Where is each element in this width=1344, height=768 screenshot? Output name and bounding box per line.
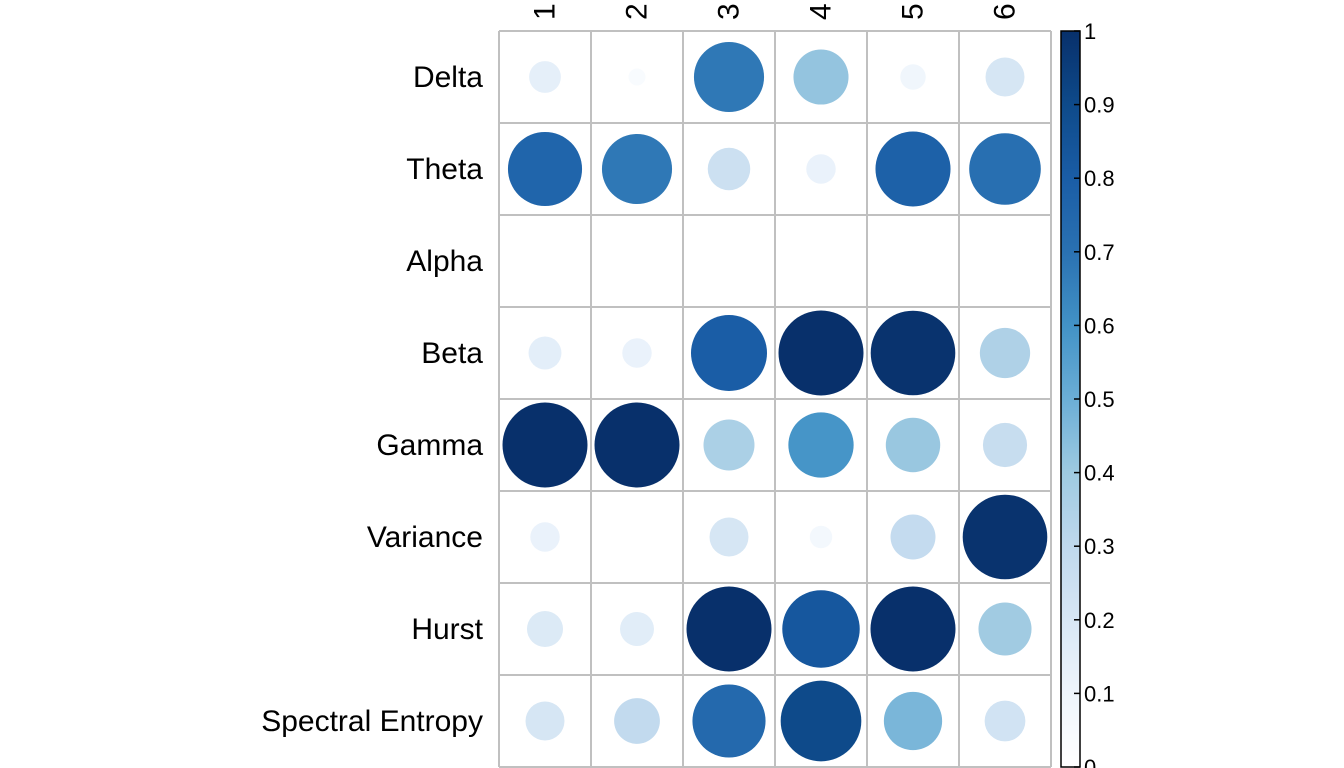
row-label: Delta xyxy=(413,61,483,94)
correlation-circle xyxy=(530,522,560,552)
row-label: Gamma xyxy=(376,429,483,462)
correlation-circle xyxy=(782,590,860,668)
row-labels: Delta Theta Alpha Beta Gamma Variance Hurst Spe… xyxy=(261,61,483,738)
row-label: Theta xyxy=(406,153,483,186)
correlation-circle xyxy=(978,602,1032,656)
correlation-circle xyxy=(788,412,854,478)
row-label: Spectral Entropy xyxy=(261,705,483,738)
correlation-circle xyxy=(507,131,583,207)
correlation-circle xyxy=(693,41,765,113)
colorbar-tick-label: 0.7 xyxy=(1084,240,1115,265)
correlation-circle xyxy=(778,310,864,396)
correlation-circle xyxy=(502,402,588,488)
correlation-circle xyxy=(614,698,660,744)
correlation-circle xyxy=(793,49,849,105)
colorbar: 1 0.9 0.8 0.7 0.6 0.5 0.4 0.3 0.2 0.1 0 xyxy=(1060,19,1115,768)
colorbar-tick-label: 0.3 xyxy=(1084,534,1115,559)
correlation-circle xyxy=(594,402,680,488)
column-label: 2 xyxy=(621,3,654,20)
colorbar-tick-label: 0.9 xyxy=(1084,93,1115,118)
correlation-circle xyxy=(984,700,1026,742)
correlation-circle xyxy=(529,61,561,93)
colorbar-tick-label: 0.8 xyxy=(1084,166,1115,191)
row-label: Alpha xyxy=(406,245,483,278)
column-label: 4 xyxy=(805,3,838,20)
correlation-circle xyxy=(969,133,1041,205)
correlation-circle xyxy=(982,422,1028,468)
correlation-circle xyxy=(528,336,562,370)
correlation-circle xyxy=(620,612,654,646)
correlation-circle xyxy=(883,691,943,751)
correlation-circle xyxy=(900,64,926,90)
correlation-circle xyxy=(601,133,673,205)
row-label: Hurst xyxy=(411,613,483,646)
column-labels: 1 2 3 4 5 6 xyxy=(529,3,1022,20)
correlation-circle xyxy=(628,68,646,86)
correlation-circle xyxy=(692,684,766,758)
colorbar-tick-label: 0.4 xyxy=(1084,461,1115,486)
cell-grid xyxy=(498,30,1052,768)
column-label: 1 xyxy=(529,3,562,20)
correlation-circle xyxy=(780,680,862,762)
colorbar-tick-label: 0.6 xyxy=(1084,313,1115,338)
correlation-circle xyxy=(709,517,749,557)
colorbar-tick-label: 0.5 xyxy=(1084,387,1115,412)
correlation-circle xyxy=(890,514,936,560)
colorbar-tick-label: 0.2 xyxy=(1084,608,1115,633)
correlation-circle xyxy=(875,131,951,207)
column-label: 6 xyxy=(989,3,1022,20)
correlation-circle xyxy=(690,314,768,392)
correlation-circle xyxy=(809,525,833,549)
colorbar-tick-label: 0.1 xyxy=(1084,681,1115,706)
colorbar-tick-label: 1 xyxy=(1084,19,1096,44)
correlation-circle xyxy=(870,586,956,672)
correlation-circle xyxy=(703,419,755,471)
correlation-circle xyxy=(979,327,1031,379)
column-label: 5 xyxy=(897,3,930,20)
correlation-circle xyxy=(870,310,956,396)
colorbar-tick-label: 0 xyxy=(1084,755,1096,768)
correlation-circle xyxy=(622,338,652,368)
correlation-circle xyxy=(806,154,836,184)
column-label: 3 xyxy=(713,3,746,20)
correlation-circle xyxy=(686,586,772,672)
row-label: Beta xyxy=(421,337,483,370)
row-label: Variance xyxy=(367,521,483,554)
correlation-circle xyxy=(525,701,565,741)
correlation-circles xyxy=(502,41,1048,762)
correlation-circle xyxy=(526,610,564,648)
correlation-circle xyxy=(962,494,1048,580)
correlation-circle xyxy=(707,147,751,191)
correlation-circle xyxy=(985,57,1025,97)
correlation-circle xyxy=(885,417,941,473)
